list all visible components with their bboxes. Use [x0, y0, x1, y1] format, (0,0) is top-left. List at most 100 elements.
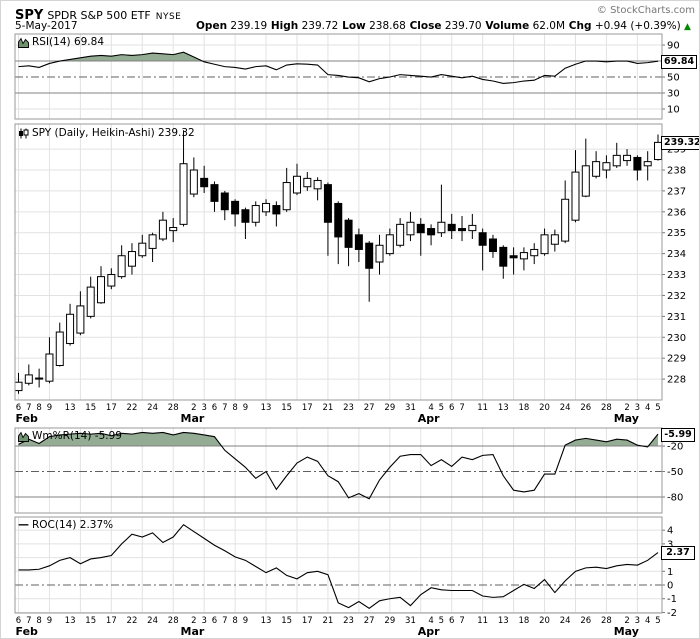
candle-up [45, 353, 54, 382]
x-tick-label: 31 [405, 403, 416, 413]
x-tick-label: 5 [655, 403, 660, 413]
candle-up [55, 331, 64, 366]
candle-up [158, 219, 167, 240]
x-tick-label: 17 [302, 403, 313, 413]
quote-close: Close 239.70 [409, 20, 482, 32]
candle-up [612, 154, 621, 167]
y-tick-label: 3 [667, 539, 673, 550]
candle-down [344, 219, 353, 248]
candle-up [14, 381, 23, 392]
x-tick-label: 21 [323, 403, 334, 413]
up-triangle-icon: ▲ [684, 22, 691, 32]
x-tick-label: 24 [560, 616, 571, 626]
x-tick-label: 13 [65, 616, 76, 626]
candle-up [375, 244, 384, 263]
candle-up [550, 234, 559, 245]
x-tick-label: 20 [539, 403, 550, 413]
x-tick-label: 6 [449, 403, 454, 413]
y-tick-label: 231 [667, 312, 686, 323]
candle-down [210, 184, 219, 202]
candle-up [86, 286, 95, 317]
x-tick-label: 29 [384, 616, 395, 626]
x-tick-label: 24 [560, 403, 571, 413]
candle-down [458, 228, 467, 232]
candle-up [561, 198, 570, 242]
candle-up [623, 154, 632, 162]
x-tick-label: 6 [212, 616, 217, 626]
candle-up [385, 234, 394, 255]
quote-high: High 239.72 [270, 20, 339, 32]
x-tick-label: 4 [428, 403, 433, 413]
rsi-panel-label: RSI(14) 69.84 [18, 36, 104, 48]
x-tick-label: 7 [26, 403, 31, 413]
y-tick-label: -20 [667, 442, 683, 453]
candle-up [179, 163, 188, 225]
y-tick-label: 233 [667, 270, 686, 281]
x-tick-label: 2 [624, 403, 629, 413]
overbought-fill [18, 432, 658, 447]
y-tick-label: 10 [667, 105, 680, 116]
exchange-label: NYSE [155, 12, 182, 22]
y-tick-label: 237 [667, 186, 686, 197]
roc-panel-label: — ROC(14) 2.37% [18, 518, 114, 531]
y-tick-label: 230 [667, 333, 686, 344]
candle-up [251, 205, 260, 223]
ticker-symbol: SPY [15, 8, 44, 23]
x-tick-label: 8 [232, 403, 237, 413]
candle-up [303, 177, 312, 188]
x-tick-label: 2 [191, 616, 196, 626]
x-tick-label: 18 [518, 616, 529, 626]
y-tick-label: 232 [667, 291, 686, 302]
x-tick-label: 6 [449, 616, 454, 626]
month-label: Apr [418, 412, 440, 425]
x-tick-label: 5 [439, 616, 444, 626]
price-value-badge: 239.32 [661, 136, 699, 150]
rsi-value-badge: 69.84 [661, 55, 698, 69]
month-label: Feb [16, 412, 39, 425]
price-panel-label: SPY (Daily, Heikin-Ashi) 239.32 [18, 127, 195, 139]
quote-open: Open 239.19 [196, 20, 268, 32]
wmr-value-badge: -5.99 [661, 428, 695, 442]
candle-down [633, 156, 642, 171]
wmr-indicator-line [18, 431, 659, 500]
x-tick-label: 4 [645, 403, 650, 413]
x-tick-label: 26 [580, 616, 591, 626]
y-tick-label: -1 [667, 594, 677, 605]
x-tick-label: 6 [16, 616, 21, 626]
candle-down [427, 228, 436, 236]
candle-down [416, 223, 425, 234]
y-tick-label: -2 [667, 608, 677, 619]
candle-down [478, 232, 487, 246]
month-label: May [614, 625, 639, 638]
candle-down [220, 192, 229, 211]
x-tick-label: 15 [281, 403, 292, 413]
candle-down [334, 202, 343, 238]
candle-up [530, 248, 539, 257]
x-tick-label: 2 [624, 616, 629, 626]
x-tick-label: 28 [168, 403, 179, 413]
x-tick-label: 21 [323, 616, 334, 626]
x-tick-label: 9 [243, 616, 248, 626]
x-tick-label: 29 [384, 403, 395, 413]
y-tick-label: -50 [667, 467, 683, 478]
x-tick-label: 13 [261, 403, 272, 413]
y-tick-label: 229 [667, 354, 686, 365]
x-tick-label: 3 [635, 616, 640, 626]
candle-up [189, 169, 198, 195]
candle-down [499, 246, 508, 267]
candle-down [272, 205, 281, 215]
x-tick-label: 22 [127, 616, 138, 626]
x-tick-label: 17 [106, 616, 117, 626]
x-tick-label: 17 [106, 403, 117, 413]
candle-up [169, 227, 178, 232]
candle-up [148, 234, 157, 249]
x-tick-label: 24 [147, 403, 158, 413]
candle-up [107, 274, 116, 287]
candle-down [200, 177, 209, 188]
candle-up [540, 234, 549, 255]
candle-up [643, 161, 652, 167]
chart-date: 5-May-2017 [15, 20, 78, 32]
x-tick-label: 18 [518, 403, 529, 413]
candle-up [35, 377, 44, 380]
x-tick-label: 27 [364, 403, 375, 413]
